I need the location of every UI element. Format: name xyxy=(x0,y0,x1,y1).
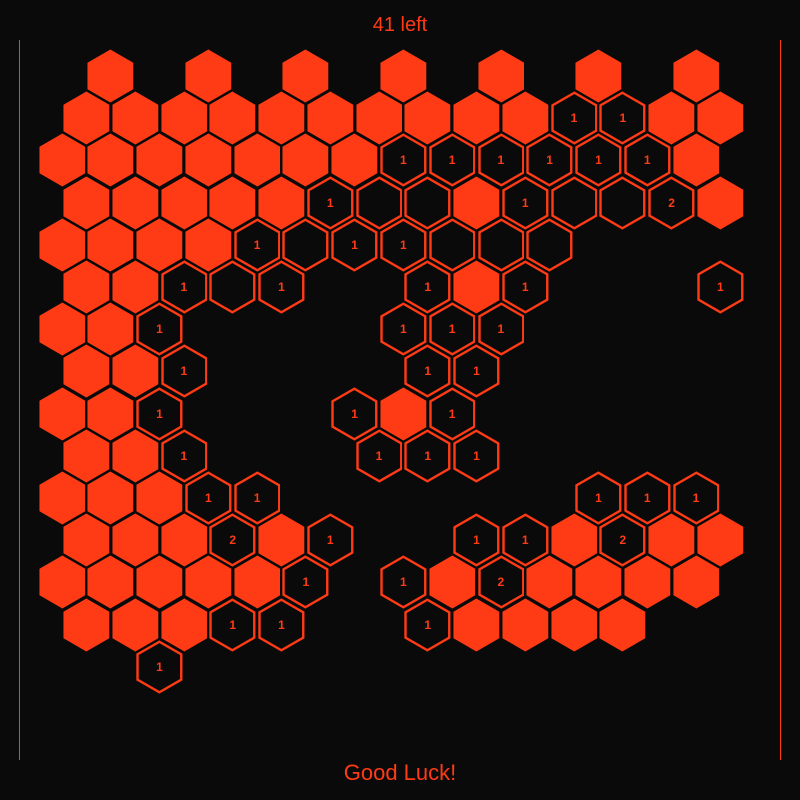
hex-cell-covered[interactable] xyxy=(551,598,598,652)
hex-cell-revealed[interactable]: 1 xyxy=(404,429,451,483)
hex-cell-covered[interactable] xyxy=(697,176,744,230)
frame-right-line xyxy=(780,40,781,760)
hex-cell-revealed[interactable]: 1 xyxy=(136,640,183,694)
hex-cell-covered[interactable] xyxy=(63,598,110,652)
hex-cell-revealed[interactable]: 1 xyxy=(258,598,305,652)
hex-cell-covered[interactable] xyxy=(599,598,646,652)
hex-cell-revealed[interactable]: 1 xyxy=(697,260,744,314)
hex-cell-covered[interactable] xyxy=(673,555,720,609)
frame-left-line xyxy=(19,40,20,760)
game-frame: 41 left Good Luck! 111111111121111111111… xyxy=(0,0,800,800)
hex-cell-revealed[interactable]: 1 xyxy=(209,598,256,652)
hex-cell-revealed[interactable]: 1 xyxy=(258,260,305,314)
hex-cell-revealed[interactable] xyxy=(209,260,256,314)
remaining-counter: 41 left xyxy=(0,14,800,37)
hex-cell-revealed[interactable]: 2 xyxy=(648,176,695,230)
status-message: Good Luck! xyxy=(0,760,800,786)
hex-cell-revealed[interactable]: 1 xyxy=(453,429,500,483)
hex-cell-revealed[interactable]: 1 xyxy=(404,598,451,652)
hex-cell-covered[interactable] xyxy=(502,598,549,652)
hex-cell-covered[interactable] xyxy=(453,598,500,652)
hex-cell-revealed[interactable] xyxy=(599,176,646,230)
hex-cell-revealed[interactable]: 1 xyxy=(356,429,403,483)
hex-cell-revealed[interactable]: 1 xyxy=(331,218,378,272)
